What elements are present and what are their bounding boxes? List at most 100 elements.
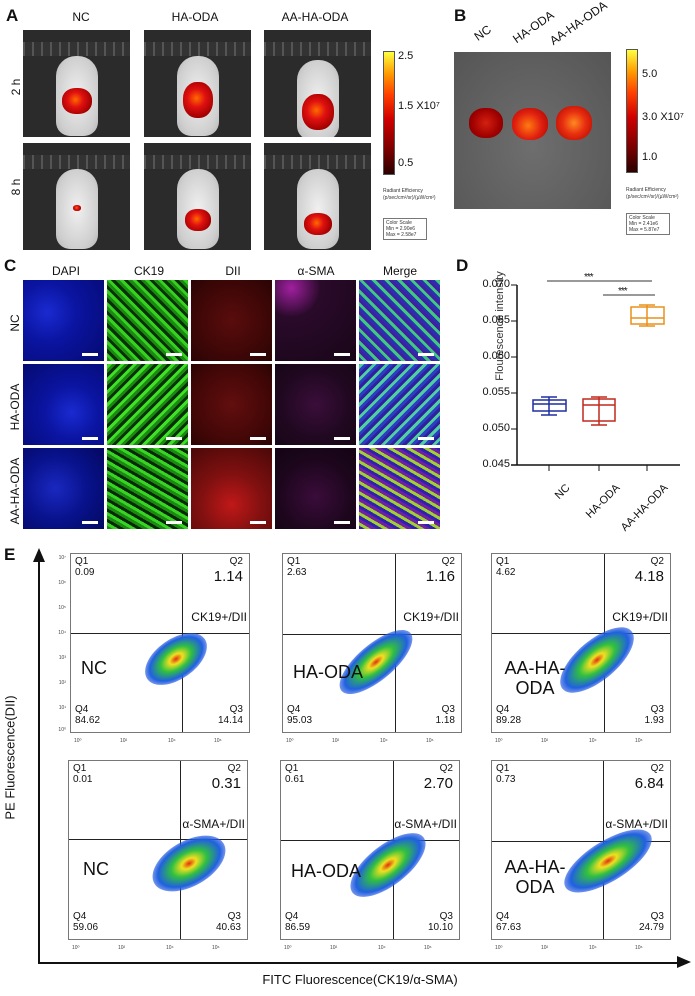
- q3-value: 10.10: [427, 922, 453, 933]
- micro-ha-oda-asma: [275, 364, 356, 445]
- micro-ha-oda-ck19: [107, 364, 188, 445]
- panel-b-cbar-tick-low: 1.0: [642, 151, 658, 163]
- micro-ha-oda-merge: [359, 364, 440, 445]
- flow-plot-aa-ha-oda-ck19: Q1 4.62 Q2 4.18 CK19+/DII AA-HA-ODA Q4 8…: [491, 553, 671, 733]
- tumor-nc: [469, 108, 503, 138]
- panel-label-c: C: [4, 256, 17, 275]
- panel-b-cbar-tick-mid: 3.0 X10⁷: [642, 111, 684, 123]
- ivis-image-ha-oda-8h: [144, 143, 251, 250]
- micro-aa-ha-oda-dapi: [23, 448, 104, 529]
- panel-e-xlabel: FITC Fluorescence(CK19/α-SMA): [262, 972, 458, 987]
- flow-plot-ha-oda-ck19: Q1 2.63 Q2 1.16 CK19+/DII HA-ODA Q4 95.0…: [282, 553, 462, 733]
- micro-ha-oda-dapi: [23, 364, 104, 445]
- q2-value: 2.70: [423, 775, 453, 792]
- sig-stars-ha-vs-aa: ***: [618, 286, 628, 297]
- q2-value: 4.18: [634, 568, 664, 585]
- q2-value: 1.16: [425, 568, 455, 585]
- micro-ha-oda-dii: [191, 364, 272, 445]
- panel-label-d: D: [456, 256, 469, 275]
- flow-xtick: 10⁴: [166, 945, 174, 951]
- flow-xtick: 10²: [541, 945, 549, 951]
- y-arrowhead-icon: [33, 548, 45, 562]
- q1-value: 4.62: [496, 567, 516, 578]
- q4-label: Q4: [496, 911, 510, 922]
- ytick-0065: 0.065: [482, 314, 510, 326]
- panel-a-color-scale-box: Color Scale Min = 2.90e6 Max = 2.58e7: [383, 218, 427, 240]
- flow-plot-ha-oda-asma: Q1 0.61 Q2 2.70 α-SMA+/DII HA-ODA Q4 86.…: [280, 760, 460, 940]
- panel-c-row-ha-oda: HA-ODA: [8, 383, 22, 431]
- q3-value: 1.18: [435, 715, 455, 726]
- flow-ytick: 10³: [58, 655, 66, 661]
- x-arrowhead-icon: [677, 956, 691, 968]
- panel-label-a: A: [6, 6, 19, 25]
- flow-xtick: 10⁰: [74, 738, 82, 744]
- q4-value: 67.63: [496, 922, 522, 933]
- q1-label: Q1: [496, 556, 510, 567]
- flow-ytick: 10⁵: [58, 605, 66, 611]
- q1-value: 0.73: [496, 774, 516, 785]
- panel-a-colorbar: [383, 51, 395, 175]
- ytick-0045: 0.045: [482, 458, 510, 470]
- panel-c-col-asma: α-SMA: [297, 264, 335, 278]
- q2-label: Q2: [650, 763, 664, 774]
- q1-label: Q1: [496, 763, 510, 774]
- panel-c-row-nc: NC: [8, 314, 22, 332]
- q1-label: Q1: [75, 556, 89, 567]
- q1-label: Q1: [285, 763, 299, 774]
- q2-value: 0.31: [211, 775, 241, 792]
- panel-a-scale-title: Color Scale: [386, 220, 412, 226]
- group-label: AA-HA-ODA: [504, 658, 566, 698]
- flow-xtick: 10⁶: [635, 738, 643, 744]
- panel-a-cbar-tick-max: 2.5: [398, 50, 414, 62]
- flow-ytick: 10⁴: [58, 630, 66, 636]
- flow-xtick: 10²: [541, 738, 549, 744]
- y-axis-arrow: [38, 560, 40, 963]
- panel-a-unit-title: Radiant Efficiency: [383, 188, 423, 194]
- q4-value: 95.03: [287, 715, 313, 726]
- gate-label: α-SMA+/DII: [182, 817, 245, 831]
- q3-label: Q3: [229, 704, 243, 715]
- gate-label: CK19+/DII: [191, 610, 247, 624]
- micro-nc-dii: [191, 280, 272, 361]
- panel-label-e: E: [4, 545, 16, 564]
- panel-b-color-scale-box: Color Scale Min = 2.41e6 Max = 5.87e7: [626, 213, 670, 235]
- flow-xtick: 10²: [120, 738, 128, 744]
- flow-xtick: 10⁶: [426, 738, 434, 744]
- q1-value: 0.61: [285, 774, 305, 785]
- panel-c-col-ck19: CK19: [133, 264, 165, 278]
- panel-a-col-nc: NC: [72, 10, 90, 24]
- ivis-image-aa-ha-oda-2h: [264, 30, 371, 137]
- ivis-image-aa-ha-oda-8h: [264, 143, 371, 250]
- q2-label: Q2: [439, 763, 453, 774]
- panel-c-col-dii: DII: [225, 264, 241, 278]
- q2-label: Q2: [650, 556, 664, 567]
- q3-label: Q3: [439, 911, 453, 922]
- flow-xtick: 10⁰: [286, 738, 294, 744]
- gate-label: CK19+/DII: [403, 610, 459, 624]
- flow-xtick: 10²: [332, 738, 340, 744]
- panel-b-col-aa-ha-oda: AA-HA-ODA: [547, 0, 610, 48]
- panel-a-scale-max: Max = 2.58e7: [386, 232, 417, 238]
- flow-xtick: 10⁰: [495, 945, 503, 951]
- q4-value: 86.59: [285, 922, 311, 933]
- flow-ytick: 10⁶: [58, 580, 66, 586]
- flow-xtick: 10²: [118, 945, 126, 951]
- panel-b-scale-max: Max = 5.87e7: [629, 227, 660, 233]
- q1-label: Q1: [73, 763, 87, 774]
- group-label: AA-HA-ODA: [504, 857, 566, 897]
- gate-label: CK19+/DII: [612, 610, 668, 624]
- panel-b-unit-title: Radiant Efficiency: [626, 187, 666, 193]
- ex-vivo-tumor-image: [454, 52, 611, 209]
- gate-label: α-SMA+/DII: [605, 817, 668, 831]
- panel-c-row-aa-ha-oda: AA-HA-ODA: [8, 457, 22, 525]
- ivis-image-nc-8h: [23, 143, 130, 250]
- panel-b-scale-min: Min = 2.41e6: [629, 221, 659, 227]
- flow-xtick: 10⁶: [635, 945, 643, 951]
- panel-a-row-8h: 8 h: [9, 178, 23, 196]
- panel-b-scale-title: Color Scale: [629, 215, 655, 221]
- panel-label-b: B: [454, 6, 467, 25]
- panel-c-col-dapi: DAPI: [51, 264, 80, 278]
- q4-label: Q4: [496, 704, 510, 715]
- flow-plot-nc-asma: Q1 0.01 Q2 0.31 α-SMA+/DII NC Q4 59.06 Q…: [68, 760, 248, 940]
- tumor-ha-oda: [512, 108, 548, 140]
